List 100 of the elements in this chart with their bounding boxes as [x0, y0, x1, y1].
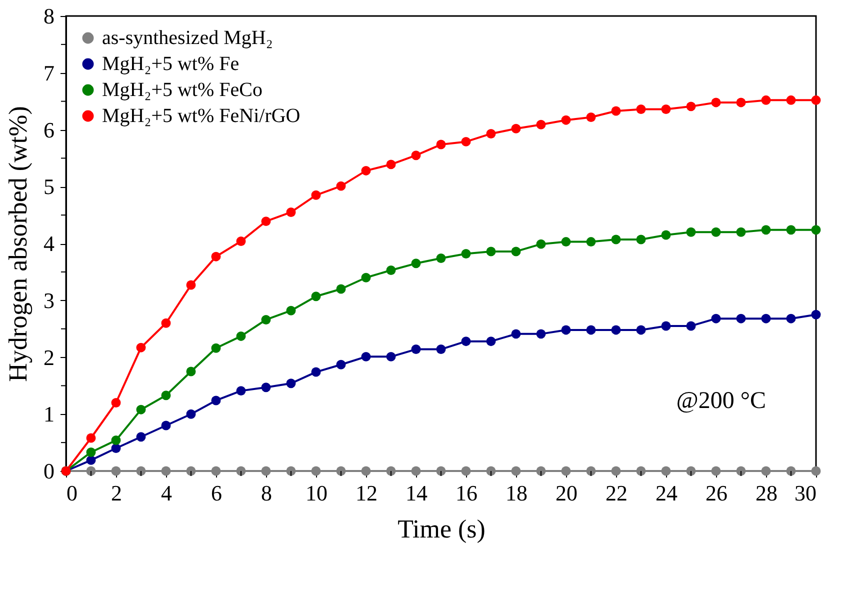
point	[136, 432, 146, 442]
point	[686, 227, 696, 237]
point	[811, 225, 821, 235]
point	[536, 466, 546, 476]
point	[261, 216, 271, 226]
point	[561, 115, 571, 125]
point	[586, 325, 596, 335]
point	[261, 466, 271, 476]
point	[536, 329, 546, 339]
point	[511, 246, 521, 256]
y-tick-label: 2	[44, 344, 54, 370]
point	[536, 120, 546, 130]
y-tick-label: 5	[44, 174, 54, 200]
x-tick-label: 20	[556, 480, 578, 506]
point	[811, 466, 821, 476]
point	[336, 284, 346, 294]
point	[136, 466, 146, 476]
point	[486, 336, 496, 346]
x-tick-label: 10	[306, 480, 328, 506]
point	[111, 444, 121, 453]
point	[611, 106, 621, 116]
point	[711, 314, 721, 324]
point	[811, 95, 821, 105]
point	[461, 466, 471, 476]
point	[361, 272, 371, 282]
y-tick-label: 7	[44, 60, 54, 86]
point	[411, 466, 421, 476]
point	[261, 382, 271, 392]
x-tick-label: 24	[656, 480, 678, 506]
point	[86, 448, 96, 457]
point	[761, 466, 771, 476]
point	[486, 466, 496, 476]
point	[461, 336, 471, 346]
point	[136, 342, 146, 352]
x-tick-label: 28	[756, 480, 778, 506]
point	[611, 234, 621, 244]
point	[436, 466, 446, 476]
point	[736, 314, 746, 324]
point	[361, 166, 371, 176]
annotation: @200 °C	[676, 388, 766, 414]
point	[236, 236, 246, 246]
point	[211, 466, 221, 476]
x-axis-title: Time (s)	[398, 514, 486, 544]
x-tick-label: 6	[211, 480, 222, 506]
point	[411, 258, 421, 268]
point	[436, 344, 446, 354]
point	[636, 325, 646, 335]
x-tick-label: 22	[606, 480, 628, 506]
point	[511, 466, 521, 476]
point	[386, 266, 396, 275]
point	[661, 321, 671, 331]
x-tick-label: 26	[706, 480, 728, 506]
y-tick-label: 6	[44, 117, 54, 142]
x-tick-label: 4	[161, 480, 172, 506]
x-tick-label: 0	[66, 480, 78, 506]
point	[136, 404, 146, 414]
point	[486, 246, 496, 256]
point	[686, 102, 696, 112]
point	[661, 230, 671, 240]
point	[461, 136, 471, 146]
point	[386, 352, 396, 362]
x-tick-label: 8	[261, 480, 272, 506]
y-axis-title: Hydrogen absorbed (wt%)	[4, 106, 32, 382]
point	[661, 104, 671, 114]
point	[761, 95, 771, 105]
point	[711, 227, 721, 237]
y-tick-label: 0	[44, 458, 54, 484]
point	[511, 329, 521, 339]
legend-label: as-synthesized MgH₂	[102, 27, 273, 49]
point	[461, 249, 471, 258]
point	[711, 98, 721, 108]
point	[161, 466, 171, 476]
point	[236, 331, 246, 341]
point	[86, 466, 96, 476]
point	[311, 292, 321, 302]
point	[611, 325, 621, 335]
x-tick-label: 16	[456, 480, 478, 506]
legend-label: MgH₂+5 wt% Fe	[102, 53, 240, 75]
y-tick-label: 4	[44, 231, 54, 256]
point	[436, 140, 446, 150]
point	[386, 160, 396, 170]
point	[636, 104, 646, 114]
point	[411, 344, 421, 354]
point	[111, 436, 121, 446]
point	[586, 112, 596, 122]
point	[661, 466, 671, 476]
point	[786, 95, 796, 105]
point	[86, 455, 96, 465]
point	[686, 321, 696, 331]
point	[486, 129, 496, 138]
x-tick-label: 18	[506, 480, 528, 506]
point	[536, 239, 546, 249]
point	[261, 314, 271, 324]
point	[311, 367, 321, 377]
point	[586, 237, 596, 247]
point	[561, 325, 571, 335]
point	[336, 466, 346, 476]
point	[211, 343, 221, 353]
point	[236, 466, 246, 476]
legend-label: MgH₂+5 wt% FeNi/rGO	[102, 105, 300, 127]
